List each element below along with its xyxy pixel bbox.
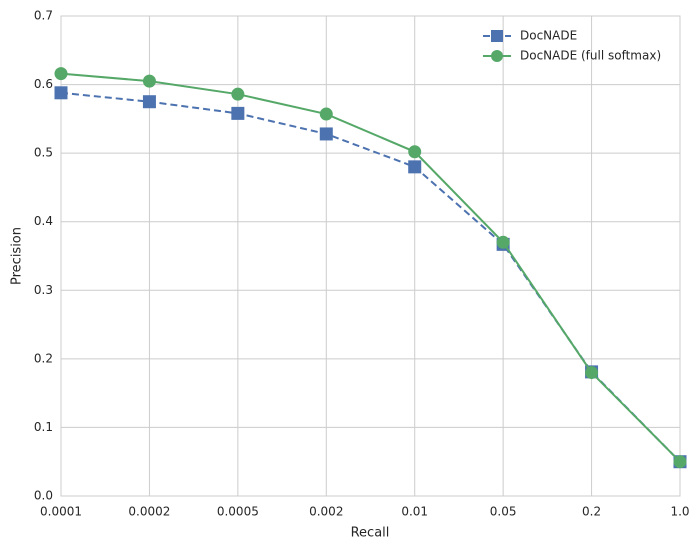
y-tick-label: 0.3 <box>34 283 53 297</box>
x-tick-label: 0.002 <box>309 505 343 519</box>
legend-marker <box>491 50 503 62</box>
x-axis-label: Recall <box>351 526 390 541</box>
x-tick-label: 0.0005 <box>217 505 259 519</box>
y-tick-label: 0.5 <box>34 146 53 160</box>
y-tick-label: 0.4 <box>34 214 53 228</box>
y-tick-label: 0.0 <box>34 489 53 503</box>
marker <box>231 87 245 101</box>
marker <box>54 86 68 100</box>
marker <box>496 235 510 249</box>
y-axis-label: Precision <box>10 227 25 285</box>
marker <box>142 74 156 88</box>
marker <box>319 127 333 141</box>
marker <box>585 366 599 380</box>
marker <box>673 455 687 469</box>
legend-marker <box>491 30 503 42</box>
y-tick-label: 0.2 <box>34 351 53 365</box>
marker <box>408 160 422 174</box>
marker <box>142 95 156 109</box>
legend-label: DocNADE <box>520 29 577 43</box>
marker <box>319 107 333 121</box>
legend-label: DocNADE (full softmax) <box>520 49 661 63</box>
y-tick-label: 0.7 <box>34 9 53 23</box>
series-line <box>60 72 681 463</box>
x-tick-label: 0.0001 <box>40 505 82 519</box>
x-tick-label: 0.05 <box>490 505 517 519</box>
marker <box>408 145 422 159</box>
x-tick-label: 0.2 <box>582 505 601 519</box>
y-tick-label: 0.6 <box>34 77 53 91</box>
x-tick-label: 0.01 <box>401 505 428 519</box>
y-tick-label: 0.1 <box>34 420 53 434</box>
x-tick-label: 1.0 <box>670 505 689 519</box>
plot-area <box>60 15 681 497</box>
x-tick-label: 0.0002 <box>128 505 170 519</box>
marker <box>231 106 245 120</box>
marker <box>54 67 68 81</box>
